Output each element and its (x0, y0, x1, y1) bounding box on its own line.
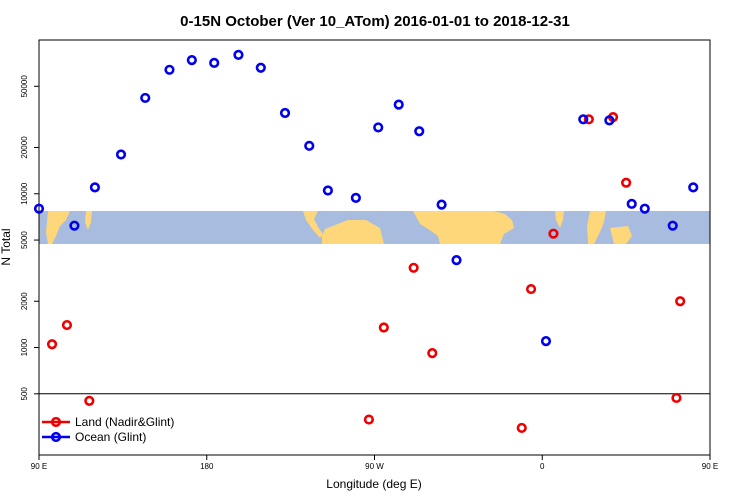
data-point-land (671, 392, 682, 404)
data-point-land (378, 322, 389, 333)
data-point-land (84, 395, 95, 406)
legend-label-ocean: Ocean (Glint) (75, 430, 146, 444)
data-point-land (621, 177, 632, 188)
map-land-africa (413, 211, 514, 244)
map-land-central-america (303, 211, 323, 238)
data-point-ocean (164, 64, 175, 75)
data-point-ocean (322, 185, 334, 196)
data-point-ocean (33, 203, 45, 214)
data-point-ocean (540, 336, 552, 347)
data-point-ocean (578, 114, 589, 125)
x-tick-label: 90 E (31, 462, 47, 471)
data-point-ocean (140, 92, 151, 104)
y-axis-title: N Total (0, 228, 13, 265)
x-tick-label: 0 (540, 462, 545, 471)
data-point-ocean (255, 62, 266, 73)
x-axis-title: Longitude (deg E) (326, 477, 421, 491)
data-point-land (548, 228, 559, 239)
legend: Land (Nadir&Glint) Ocean (Glint) (42, 415, 174, 444)
x-tick-label: 90 W (365, 462, 384, 471)
data-points (33, 49, 699, 434)
data-point-ocean (209, 57, 220, 68)
data-point-land (427, 347, 438, 359)
data-point-ocean (350, 192, 361, 203)
data-point-land (363, 414, 375, 425)
map-land-south-america (322, 220, 384, 244)
data-point-ocean (451, 255, 462, 266)
legend-marker-ocean (50, 431, 62, 443)
data-point-ocean (279, 107, 291, 119)
data-point-ocean (667, 220, 678, 231)
data-point-ocean (393, 99, 404, 110)
map-band (39, 211, 710, 244)
map-land-philippines (85, 211, 92, 230)
data-point-ocean (115, 149, 127, 160)
data-point-land (516, 422, 527, 434)
data-point-ocean (639, 203, 650, 214)
data-point-ocean (626, 198, 637, 209)
legend-label-land: Land (Nadir&Glint) (75, 415, 174, 429)
map-land-maritime-continent (46, 211, 70, 244)
y-tick-label: 500 (20, 387, 29, 401)
data-point-ocean (304, 140, 315, 151)
data-point-land (525, 283, 537, 295)
map-land-india (555, 211, 564, 228)
data-point-ocean (414, 126, 425, 137)
map-land-borneo (610, 226, 632, 244)
data-point-land (61, 319, 73, 331)
map-land-southeast-asia (587, 211, 606, 244)
chart-title: 0-15N October (Ver 10_ATom) 2016-01-01 t… (180, 13, 570, 30)
data-point-land (583, 114, 594, 125)
plot-frame (38, 39, 711, 456)
data-point-ocean (688, 182, 699, 193)
data-point-land (675, 296, 686, 307)
y-axis: 500 1000 2000 5000 10000 20000 50000 (20, 75, 39, 401)
data-point-ocean (373, 122, 384, 133)
y-tick-label: 10000 (20, 182, 29, 205)
data-point-ocean (89, 182, 101, 193)
y-tick-label: 1000 (20, 338, 29, 356)
x-tick-label: 180 (200, 462, 214, 471)
data-point-ocean (69, 220, 80, 231)
data-point-ocean (233, 49, 244, 61)
y-tick-label: 5000 (20, 231, 29, 249)
y-tick-label: 20000 (20, 136, 29, 159)
data-point-ocean (604, 115, 615, 126)
data-point-ocean (186, 55, 197, 66)
data-point-ocean (436, 199, 447, 210)
y-tick-label: 50000 (20, 75, 29, 98)
x-tick-label: 90 E (702, 462, 718, 471)
legend-marker-land (50, 416, 62, 428)
data-point-land (46, 339, 58, 350)
data-point-land (408, 262, 419, 273)
y-tick-label: 2000 (20, 292, 29, 310)
